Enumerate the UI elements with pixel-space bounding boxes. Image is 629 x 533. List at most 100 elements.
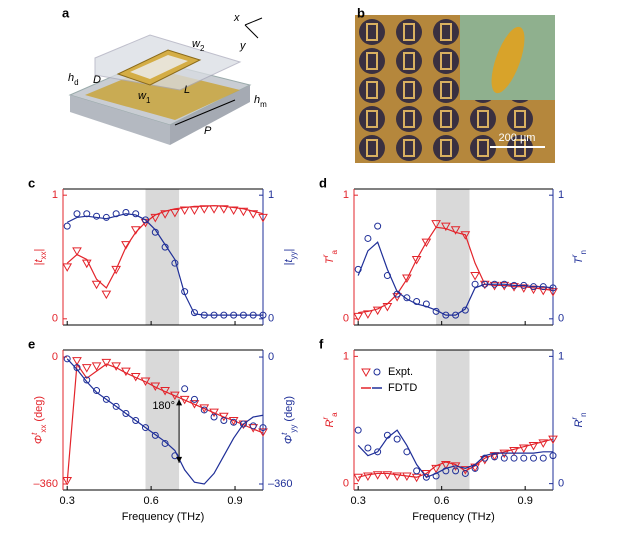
y-tick-label: 1 bbox=[558, 189, 564, 201]
x-axis-label: Frequency (THz) bbox=[412, 511, 495, 523]
x-tick-label: 0.9 bbox=[227, 495, 242, 507]
axis-label: Rrn bbox=[570, 412, 588, 427]
marker-triangle bbox=[189, 400, 200, 409]
marker-triangle bbox=[392, 293, 403, 302]
marker-triangle bbox=[548, 288, 558, 297]
axis-label: Tra bbox=[321, 250, 339, 264]
marker-circle bbox=[220, 417, 228, 425]
axis-label: Φtyy (deg) bbox=[280, 396, 298, 444]
axis-label: Φtxx (deg) bbox=[30, 396, 48, 444]
substrate-side bbox=[170, 85, 250, 145]
label-main: x bbox=[233, 12, 240, 24]
marker-triangle bbox=[179, 395, 190, 405]
marker-triangle bbox=[140, 377, 151, 387]
marker-circle bbox=[432, 307, 440, 315]
marker-triangle bbox=[62, 476, 73, 486]
meta-atom bbox=[433, 135, 459, 161]
meta-atom-ring bbox=[477, 139, 489, 157]
annotation-text: 180° bbox=[152, 400, 175, 412]
y-tick-label: –360 bbox=[34, 478, 58, 490]
scale-label: 200 µm bbox=[499, 132, 536, 144]
marker-circle bbox=[63, 355, 71, 363]
marker-triangle bbox=[101, 290, 112, 300]
y-tick-label: 1 bbox=[343, 350, 349, 362]
marker-circle bbox=[230, 418, 238, 426]
marker-triangle bbox=[528, 441, 539, 451]
label-main: h bbox=[254, 94, 260, 106]
label-sub: 2 bbox=[200, 44, 205, 53]
schematic-label: x bbox=[233, 12, 240, 24]
marker-circle bbox=[249, 311, 257, 319]
y-tick-label: 0 bbox=[343, 478, 349, 490]
marker-circle bbox=[142, 216, 150, 224]
marker-triangle bbox=[121, 241, 131, 250]
marker-triangle bbox=[402, 274, 412, 284]
marker-circle bbox=[354, 426, 362, 434]
y-tick-label: 0 bbox=[558, 313, 564, 325]
marker-circle bbox=[112, 210, 120, 218]
y-tick-label: 1 bbox=[558, 350, 564, 362]
marker-circle bbox=[374, 222, 382, 230]
y-tick-label: 1 bbox=[268, 189, 274, 201]
marker-triangle bbox=[72, 357, 82, 366]
legend-marker bbox=[373, 368, 381, 376]
marker-circle bbox=[530, 454, 538, 462]
marker-circle bbox=[500, 454, 508, 462]
marker-circle bbox=[452, 311, 460, 319]
marker-triangle bbox=[509, 447, 519, 456]
marker-circle bbox=[210, 413, 218, 421]
marker-circle bbox=[132, 210, 140, 218]
legend-label: Expt. bbox=[388, 366, 413, 378]
x-tick-label: 0.3 bbox=[60, 495, 75, 507]
y-tick-label: 1 bbox=[52, 189, 58, 201]
marker-triangle bbox=[353, 312, 364, 322]
marker-triangle bbox=[170, 208, 180, 218]
marker-circle bbox=[364, 234, 372, 242]
label-part: R bbox=[324, 420, 336, 428]
meta-atom bbox=[359, 106, 385, 132]
marker-circle bbox=[442, 467, 450, 475]
meta-atom-ring bbox=[366, 139, 378, 157]
marker-circle bbox=[383, 431, 391, 439]
marker-circle bbox=[259, 311, 267, 319]
marker-circle bbox=[161, 243, 169, 251]
marker-circle bbox=[122, 208, 130, 216]
marker-triangle bbox=[62, 263, 73, 272]
meta-atom-ring bbox=[366, 81, 378, 99]
y-tick-label: 0 bbox=[558, 478, 564, 490]
meta-atom-ring bbox=[440, 52, 452, 70]
marker-triangle bbox=[402, 472, 412, 482]
marker-triangle bbox=[258, 428, 268, 437]
marker-circle bbox=[171, 452, 179, 460]
axis-label: Rra bbox=[321, 412, 339, 428]
marker-circle bbox=[539, 454, 547, 462]
label-part: | bbox=[283, 249, 295, 252]
meta-atom bbox=[433, 19, 459, 45]
marker-circle bbox=[491, 453, 499, 461]
legend-label: FDTD bbox=[388, 382, 417, 394]
y-tick-label: 0 bbox=[268, 351, 274, 363]
x-tick-label: 0.6 bbox=[434, 495, 449, 507]
marker-triangle bbox=[111, 265, 122, 275]
marker-circle bbox=[151, 431, 159, 439]
schematic-label: hd bbox=[68, 72, 79, 87]
marker-circle bbox=[122, 409, 130, 417]
ring-gap bbox=[130, 55, 188, 79]
label-part: r bbox=[321, 254, 330, 257]
marker-triangle bbox=[382, 302, 393, 312]
meta-atom bbox=[470, 135, 496, 161]
axis-arrow bbox=[244, 17, 263, 26]
marker-triangle bbox=[538, 439, 549, 448]
marker-circle bbox=[83, 376, 91, 384]
marker-circle bbox=[520, 281, 528, 289]
shade bbox=[436, 189, 470, 325]
marker-circle bbox=[93, 212, 101, 220]
marker-circle bbox=[530, 283, 538, 291]
marker-circle bbox=[461, 469, 469, 477]
marker-circle bbox=[161, 439, 169, 447]
meta-atom bbox=[396, 48, 422, 74]
marker-circle bbox=[510, 454, 518, 462]
meta-atom-ring bbox=[366, 23, 378, 41]
label-part: n bbox=[579, 250, 588, 254]
marker-triangle bbox=[382, 471, 393, 480]
